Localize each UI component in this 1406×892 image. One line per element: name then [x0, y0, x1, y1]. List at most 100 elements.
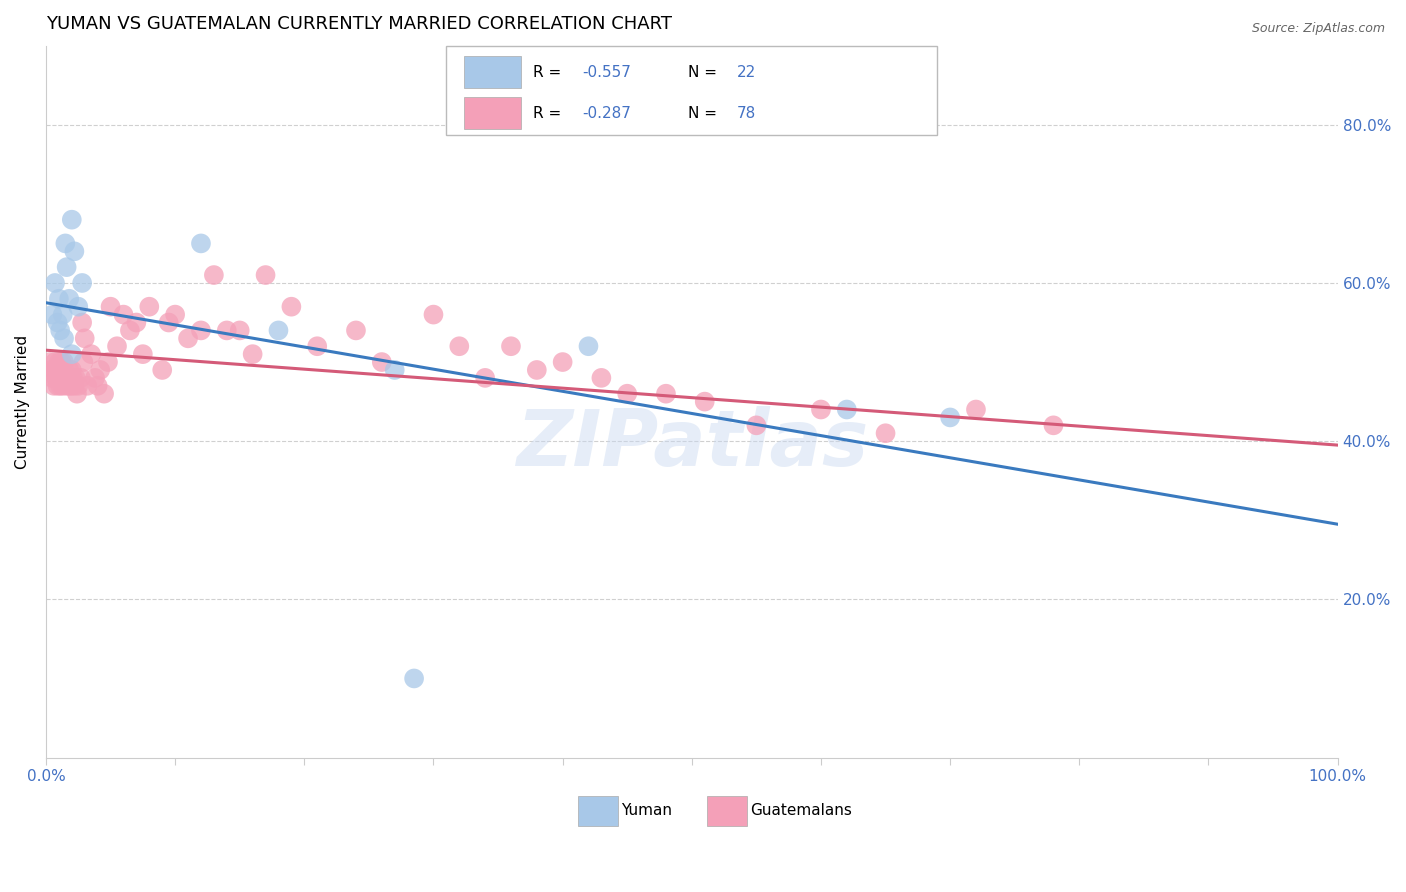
Point — [89, 363, 111, 377]
Point — [58, 363, 80, 377]
Point — [655, 386, 678, 401]
Point — [76, 378, 98, 392]
Point — [875, 426, 897, 441]
Text: Source: ZipAtlas.com: Source: ZipAtlas.com — [1251, 22, 1385, 36]
Point — [56, 371, 79, 385]
Point — [60, 212, 83, 227]
Point — [70, 316, 93, 330]
Text: 22: 22 — [737, 64, 756, 79]
FancyBboxPatch shape — [446, 45, 938, 135]
Point — [60, 378, 83, 392]
FancyBboxPatch shape — [464, 56, 522, 88]
Point — [105, 339, 128, 353]
Point — [835, 402, 858, 417]
Point — [551, 355, 574, 369]
Point — [267, 323, 290, 337]
Point — [55, 260, 77, 274]
Point — [616, 386, 638, 401]
Point — [39, 363, 62, 377]
Point — [65, 371, 87, 385]
Point — [138, 300, 160, 314]
Point — [51, 355, 73, 369]
Point — [55, 378, 77, 392]
Point — [125, 316, 148, 330]
Point — [384, 363, 406, 377]
Point — [526, 363, 548, 377]
Point — [59, 371, 82, 385]
Point — [228, 323, 250, 337]
Point — [150, 363, 173, 377]
Point — [58, 378, 80, 392]
Point — [1042, 418, 1064, 433]
Point — [62, 371, 84, 385]
Point — [499, 339, 522, 353]
Point — [53, 371, 76, 385]
Point — [810, 402, 832, 417]
Point — [70, 371, 93, 385]
Point — [67, 300, 90, 314]
Point — [86, 378, 108, 392]
Point — [49, 323, 72, 337]
Point — [404, 672, 426, 686]
Point — [97, 355, 120, 369]
Point — [44, 276, 66, 290]
Point — [165, 308, 187, 322]
Text: -0.557: -0.557 — [582, 64, 631, 79]
Point — [44, 355, 66, 369]
Point — [46, 378, 69, 392]
Point — [157, 316, 180, 330]
Point — [45, 371, 67, 385]
Text: N =: N = — [688, 105, 721, 120]
Point — [72, 355, 94, 369]
Point — [307, 339, 329, 353]
Text: -0.287: -0.287 — [582, 105, 631, 120]
Point — [371, 355, 394, 369]
Point — [939, 410, 962, 425]
Point — [202, 268, 225, 282]
Point — [52, 378, 75, 392]
Point — [100, 300, 122, 314]
Point — [73, 331, 96, 345]
Point — [53, 331, 76, 345]
Text: R =: R = — [533, 105, 567, 120]
Text: 78: 78 — [737, 105, 756, 120]
Point — [66, 386, 89, 401]
Point — [84, 371, 107, 385]
Point — [242, 347, 264, 361]
Point — [48, 355, 70, 369]
Point — [52, 308, 75, 322]
Point — [46, 316, 69, 330]
Text: Guatemalans: Guatemalans — [749, 804, 852, 819]
Point — [44, 363, 66, 377]
Point — [60, 347, 83, 361]
Point — [254, 268, 277, 282]
Point — [693, 394, 716, 409]
Point — [132, 347, 155, 361]
Point — [578, 339, 600, 353]
Point — [48, 292, 70, 306]
Point — [591, 371, 613, 385]
Text: Yuman: Yuman — [621, 804, 672, 819]
FancyBboxPatch shape — [464, 97, 522, 129]
Point — [422, 308, 444, 322]
Point — [344, 323, 367, 337]
Point — [745, 418, 768, 433]
Point — [51, 371, 73, 385]
Point — [38, 355, 60, 369]
Point — [63, 378, 86, 392]
Point — [449, 339, 471, 353]
FancyBboxPatch shape — [578, 796, 619, 826]
Point — [41, 308, 63, 322]
Point — [53, 355, 76, 369]
Point — [215, 323, 238, 337]
Point — [48, 371, 70, 385]
Point — [46, 363, 69, 377]
Point — [58, 292, 80, 306]
Point — [474, 371, 496, 385]
Point — [112, 308, 135, 322]
Point — [280, 300, 302, 314]
Text: N =: N = — [688, 64, 721, 79]
Point — [190, 236, 212, 251]
Point — [41, 371, 63, 385]
Point — [60, 363, 83, 377]
